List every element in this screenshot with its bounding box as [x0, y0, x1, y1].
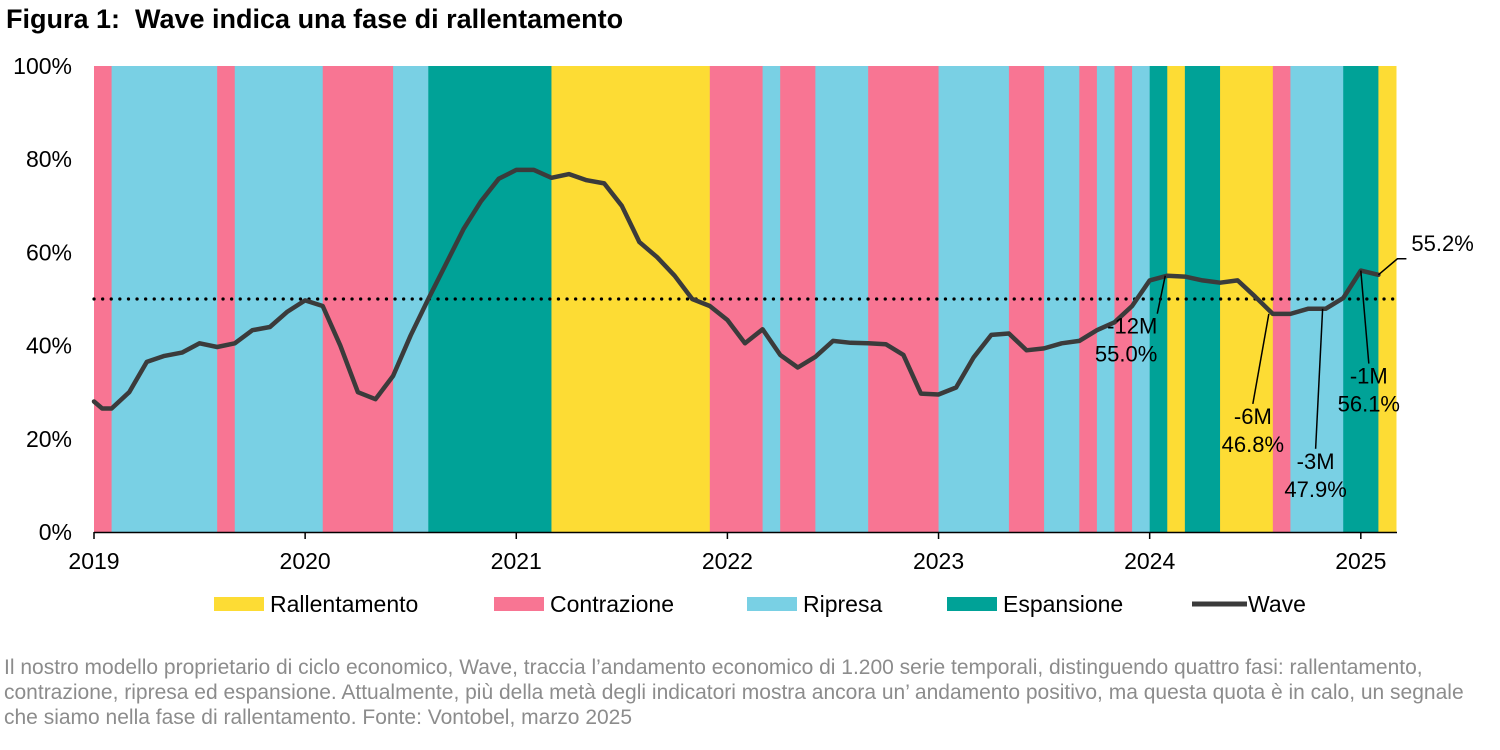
x-tick-label: 2019 — [68, 548, 119, 574]
legend: Rallentamento Contrazione Ripresa Espansion… — [214, 591, 1306, 617]
y-tick-label: 80% — [26, 146, 72, 172]
legend-swatch-contrazione — [494, 597, 544, 611]
series-line-wave — [91, 167, 1381, 411]
phase-band — [217, 66, 236, 532]
annotation-value: 46.8% — [1222, 432, 1284, 457]
x-tick-label: 2024 — [1124, 548, 1175, 574]
phase-band — [1149, 66, 1168, 532]
legend-swatch-ripresa — [747, 597, 797, 611]
phase-band — [1378, 66, 1397, 532]
annotation-label: -12M — [1107, 314, 1157, 339]
legend-label: Wave — [1248, 591, 1306, 617]
y-tick-label: 0% — [39, 519, 72, 545]
phase-band — [1114, 66, 1133, 532]
annotation-label: -1M — [1350, 364, 1388, 389]
annotation-leader — [1314, 308, 1324, 449]
annotation-value: 55.0% — [1095, 342, 1157, 367]
annotation-leader — [1377, 258, 1407, 276]
x-tick-label: 2020 — [280, 548, 331, 574]
y-axis: 0% 20% 40% 60% 80% 100% — [13, 53, 72, 545]
x-axis: 2019 2020 2021 2022 2023 2024 2025 — [68, 531, 1397, 574]
phase-band — [938, 66, 1010, 532]
phase-band — [551, 66, 711, 532]
legend-label: Ripresa — [803, 591, 882, 617]
y-tick-label: 20% — [26, 426, 72, 452]
x-tick-label: 2023 — [913, 548, 964, 574]
chart-title: Figura 1: Wave indica una fase di rallen… — [6, 4, 624, 34]
phase-band — [1132, 66, 1151, 532]
legend-swatch-rallentamento — [214, 597, 264, 611]
phase-band — [762, 66, 781, 532]
x-tick-label: 2021 — [491, 548, 542, 574]
annotation-leader — [1252, 313, 1270, 405]
chart: -12M 55.0% -6M 46.8% -3M 47.9% -1M 56.1% 55.2% 0… — [13, 53, 1474, 617]
x-tick-label: 2025 — [1335, 548, 1386, 574]
phase-band — [1079, 66, 1098, 532]
legend-label: Espansione — [1003, 591, 1123, 617]
y-tick-label: 60% — [26, 239, 72, 265]
annotation-leader — [1156, 275, 1167, 314]
legend-swatch-espansione — [947, 597, 997, 611]
phase-band — [709, 66, 764, 532]
legend-label: Contrazione — [550, 591, 674, 617]
annotations: -12M 55.0% -6M 46.8% -3M 47.9% -1M 56.1% 55.2% — [1095, 231, 1474, 502]
phase-band — [1096, 66, 1115, 532]
y-tick-label: 40% — [26, 333, 72, 359]
annotation-value: 56.1% — [1338, 392, 1400, 417]
chart-caption: Il nostro modello proprietario di ciclo … — [4, 656, 1464, 729]
legend-label: Rallentamento — [270, 591, 418, 617]
annotation-value: 47.9% — [1284, 477, 1346, 502]
phase-bands — [94, 66, 1397, 532]
y-tick-label: 100% — [13, 53, 72, 79]
wave-line-layer — [91, 167, 1381, 411]
x-tick-label: 2022 — [702, 548, 753, 574]
annotation-label: -3M — [1297, 449, 1335, 474]
annotation-label: 55.2% — [1411, 231, 1473, 256]
annotation-leader — [1360, 270, 1370, 364]
annotation-label: -6M — [1234, 404, 1272, 429]
